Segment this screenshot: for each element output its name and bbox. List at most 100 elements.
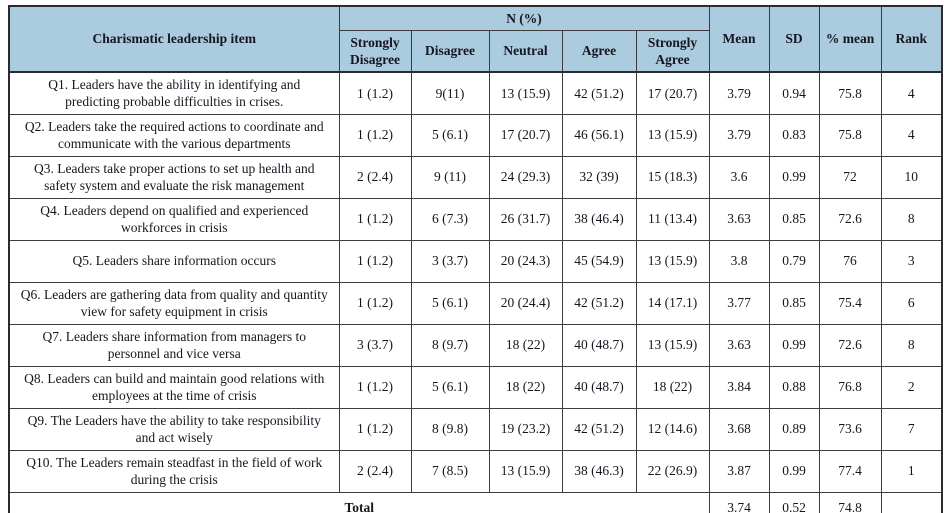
mean-cell: 3.79: [708, 71, 770, 115]
agree-cell: 40 (48.7): [561, 365, 637, 409]
mean-cell: 3.79: [708, 113, 770, 157]
sd-cell: 0.88: [768, 365, 820, 409]
strongly-agree-cell: 11 (13.4): [635, 197, 710, 241]
sd-cell: 0.89: [768, 407, 820, 451]
disagree-cell: 5 (6.1): [410, 113, 490, 157]
col-header-neutral: Neutral: [488, 29, 563, 74]
col-header-agree: Agree: [561, 29, 637, 74]
header-row-likert: Strongly Disagree Disagree Neutral Agree…: [9, 29, 942, 74]
sd-cell: 0.83: [768, 113, 820, 157]
neutral-cell: 13 (15.9): [488, 449, 563, 493]
disagree-cell: 3 (3.7): [410, 239, 490, 283]
sd-cell: 0.99: [768, 323, 820, 367]
mean-cell: 3.63: [708, 197, 770, 241]
col-header-rank: Rank: [880, 5, 943, 74]
col-header-disagree: Disagree: [410, 29, 490, 74]
table-row: Q2. Leaders take the required actions to…: [8, 113, 943, 157]
mean-cell: 3.84: [708, 365, 770, 409]
percent-mean-cell: 73.6: [818, 407, 882, 451]
strongly-agree-cell: 13 (15.9): [635, 323, 710, 367]
strongly-agree-cell: 22 (26.9): [635, 449, 710, 493]
strongly-disagree-cell: 1 (1.2): [338, 71, 412, 115]
item-cell: Q7. Leaders share information from manag…: [8, 323, 340, 367]
neutral-cell: 20 (24.4): [488, 281, 563, 325]
strongly-disagree-cell: 2 (2.4): [338, 449, 412, 493]
agree-cell: 32 (39): [561, 155, 637, 199]
strongly-agree-cell: 17 (20.7): [635, 71, 710, 115]
rank-cell: 4: [880, 71, 943, 115]
rank-cell: 7: [880, 407, 943, 451]
strongly-disagree-cell: 1 (1.2): [338, 113, 412, 157]
neutral-cell: 18 (22): [488, 323, 563, 367]
table-row: Q6. Leaders are gathering data from qual…: [8, 281, 943, 325]
percent-mean-cell: 75.8: [818, 113, 882, 157]
sd-cell: 0.99: [768, 449, 820, 493]
rank-cell: 3: [880, 239, 943, 283]
table-row: Q9. The Leaders have the ability to take…: [8, 407, 943, 451]
item-cell: Q8. Leaders can build and maintain good …: [8, 365, 340, 409]
percent-mean-cell: 75.4: [818, 281, 882, 325]
disagree-cell: 9(11): [410, 71, 490, 115]
total-row: Total 3.74 0.52 74.8: [8, 491, 943, 513]
percent-mean-cell: 75.8: [818, 71, 882, 115]
percent-mean-cell: 76.8: [818, 365, 882, 409]
item-cell: Q4. Leaders depend on qualified and expe…: [8, 197, 340, 241]
sd-cell: 0.79: [768, 239, 820, 283]
disagree-cell: 8 (9.7): [410, 323, 490, 367]
neutral-cell: 20 (24.3): [488, 239, 563, 283]
neutral-cell: 26 (31.7): [488, 197, 563, 241]
percent-mean-cell: 72.6: [818, 323, 882, 367]
table-footer: Total 3.74 0.52 74.8: [8, 491, 943, 513]
agree-cell: 42 (51.2): [561, 407, 637, 451]
neutral-cell: 24 (29.3): [488, 155, 563, 199]
total-percent-mean-cell: 74.8: [818, 491, 882, 513]
table-row: Q10. The Leaders remain steadfast in the…: [8, 449, 943, 493]
col-header-percent-mean: % mean: [818, 5, 882, 74]
sd-cell: 0.85: [768, 197, 820, 241]
header-row-group: Charismatic leadership item N (%) Mean S…: [8, 5, 943, 74]
rank-cell: 10: [880, 155, 943, 199]
percent-mean-cell: 76: [818, 239, 882, 283]
agree-cell: 46 (56.1): [561, 113, 637, 157]
neutral-cell: 17 (20.7): [488, 113, 563, 157]
table-row: Q8. Leaders can build and maintain good …: [8, 365, 943, 409]
strongly-agree-cell: 13 (15.9): [635, 239, 710, 283]
table-row: Q4. Leaders depend on qualified and expe…: [8, 197, 943, 241]
agree-cell: 45 (54.9): [561, 239, 637, 283]
rank-cell: 8: [880, 323, 943, 367]
total-label: Total: [8, 491, 710, 513]
table-header: Charismatic leadership item N (%) Mean S…: [8, 5, 943, 74]
strongly-agree-cell: 15 (18.3): [635, 155, 710, 199]
mean-cell: 3.8: [708, 239, 770, 283]
table-row: Q7. Leaders share information from manag…: [8, 323, 943, 367]
neutral-cell: 18 (22): [488, 365, 563, 409]
mean-cell: 3.68: [708, 407, 770, 451]
col-header-strongly-disagree: Strongly Disagree: [338, 29, 412, 74]
charismatic-leadership-table: Charismatic leadership item N (%) Mean S…: [8, 5, 944, 513]
strongly-agree-cell: 18 (22): [635, 365, 710, 409]
strongly-disagree-cell: 2 (2.4): [338, 155, 412, 199]
disagree-cell: 5 (6.1): [410, 281, 490, 325]
mean-cell: 3.87: [708, 449, 770, 493]
col-header-sd: SD: [768, 5, 820, 74]
disagree-cell: 8 (9.8): [410, 407, 490, 451]
strongly-disagree-cell: 1 (1.2): [338, 407, 412, 451]
disagree-cell: 9 (11): [410, 155, 490, 199]
total-mean-cell: 3.74: [708, 491, 770, 513]
col-header-mean: Mean: [708, 5, 770, 74]
mean-cell: 3.77: [708, 281, 770, 325]
table-row: Q1. Leaders have the ability in identify…: [8, 71, 943, 115]
rank-cell: 2: [880, 365, 943, 409]
strongly-disagree-cell: 1 (1.2): [338, 365, 412, 409]
neutral-cell: 13 (15.9): [488, 71, 563, 115]
table-row: Q5. Leaders share information occurs 1 (…: [8, 239, 943, 283]
col-header-strongly-agree: Strongly Agree: [635, 29, 710, 74]
rank-cell: 1: [880, 449, 943, 493]
strongly-disagree-cell: 3 (3.7): [338, 323, 412, 367]
strongly-agree-cell: 14 (17.1): [635, 281, 710, 325]
agree-cell: 42 (51.2): [561, 71, 637, 115]
agree-cell: 38 (46.3): [561, 449, 637, 493]
item-cell: Q5. Leaders share information occurs: [8, 239, 340, 283]
rank-cell: 4: [880, 113, 943, 157]
